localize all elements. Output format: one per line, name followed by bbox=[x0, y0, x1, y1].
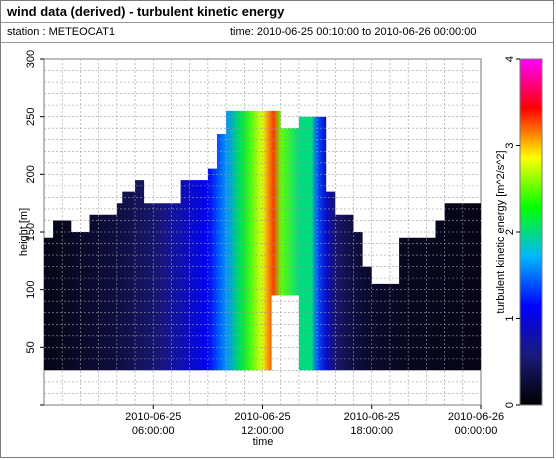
x-axis-tick-label-time: 06:00:00 bbox=[132, 425, 175, 437]
y-axis-tick-label: 150 bbox=[25, 223, 37, 241]
y-axis-tick-label: 250 bbox=[25, 107, 37, 125]
y-axis-ticks: 50 100 150 200 250 300 bbox=[25, 50, 44, 406]
station-label: station : METEOCAT1 bbox=[7, 26, 115, 38]
x-axis-tick-label-date: 2010-06-26 bbox=[448, 411, 504, 423]
colorbar: 0 1 2 3 4 turbulent kinetic energy [m^2/s^2] bbox=[495, 56, 543, 408]
x-axis-tick-label-date: 2010-06-25 bbox=[125, 411, 181, 423]
x-axis-tick-label-time: 12:00:00 bbox=[241, 425, 284, 437]
grid-lines bbox=[44, 59, 481, 405]
colorbar-label: turbulent kinetic energy [m^2/s^2] bbox=[495, 150, 507, 313]
y-axis-tick-label: 200 bbox=[25, 165, 37, 183]
colorbar-tick-label: 4 bbox=[504, 56, 516, 62]
x-axis-tick-label-time: 18:00:00 bbox=[350, 425, 393, 437]
colorbar-tick-label: 2 bbox=[504, 229, 516, 235]
info-bar: station : METEOCAT1 time: 2010-06-25 00:… bbox=[1, 23, 553, 43]
time-range-label: time: 2010-06-25 00:10:00 to 2010-06-26 … bbox=[230, 26, 477, 38]
y-axis-tick-label: 100 bbox=[25, 280, 37, 298]
y-axis-tick-label: 50 bbox=[25, 341, 37, 353]
colorbar-tick-label: 1 bbox=[504, 315, 516, 321]
colorbar-tick-label: 0 bbox=[504, 402, 516, 408]
chart-title: wind data (derived) - turbulent kinetic … bbox=[7, 4, 285, 19]
x-axis-ticks: 2010-06-25 06:00:00 2010-06-25 12:00:00 2010… bbox=[125, 405, 504, 437]
x-axis-label: time bbox=[253, 436, 274, 448]
colorbar-tick-label: 3 bbox=[504, 142, 516, 148]
x-axis-tick-label-date: 2010-06-25 bbox=[234, 411, 290, 423]
y-axis-label: height [m] bbox=[18, 208, 30, 256]
x-axis-tick-label-date: 2010-06-25 bbox=[344, 411, 400, 423]
y-axis-tick-label: 300 bbox=[25, 50, 37, 68]
colorbar-scale bbox=[519, 58, 543, 406]
colorbar-ticks: 0 1 2 3 4 bbox=[504, 56, 520, 408]
title-bar: wind data (derived) - turbulent kinetic … bbox=[1, 1, 553, 23]
missing-data-gap bbox=[271, 295, 299, 371]
x-axis-tick-label-time: 00:00:00 bbox=[455, 425, 498, 437]
